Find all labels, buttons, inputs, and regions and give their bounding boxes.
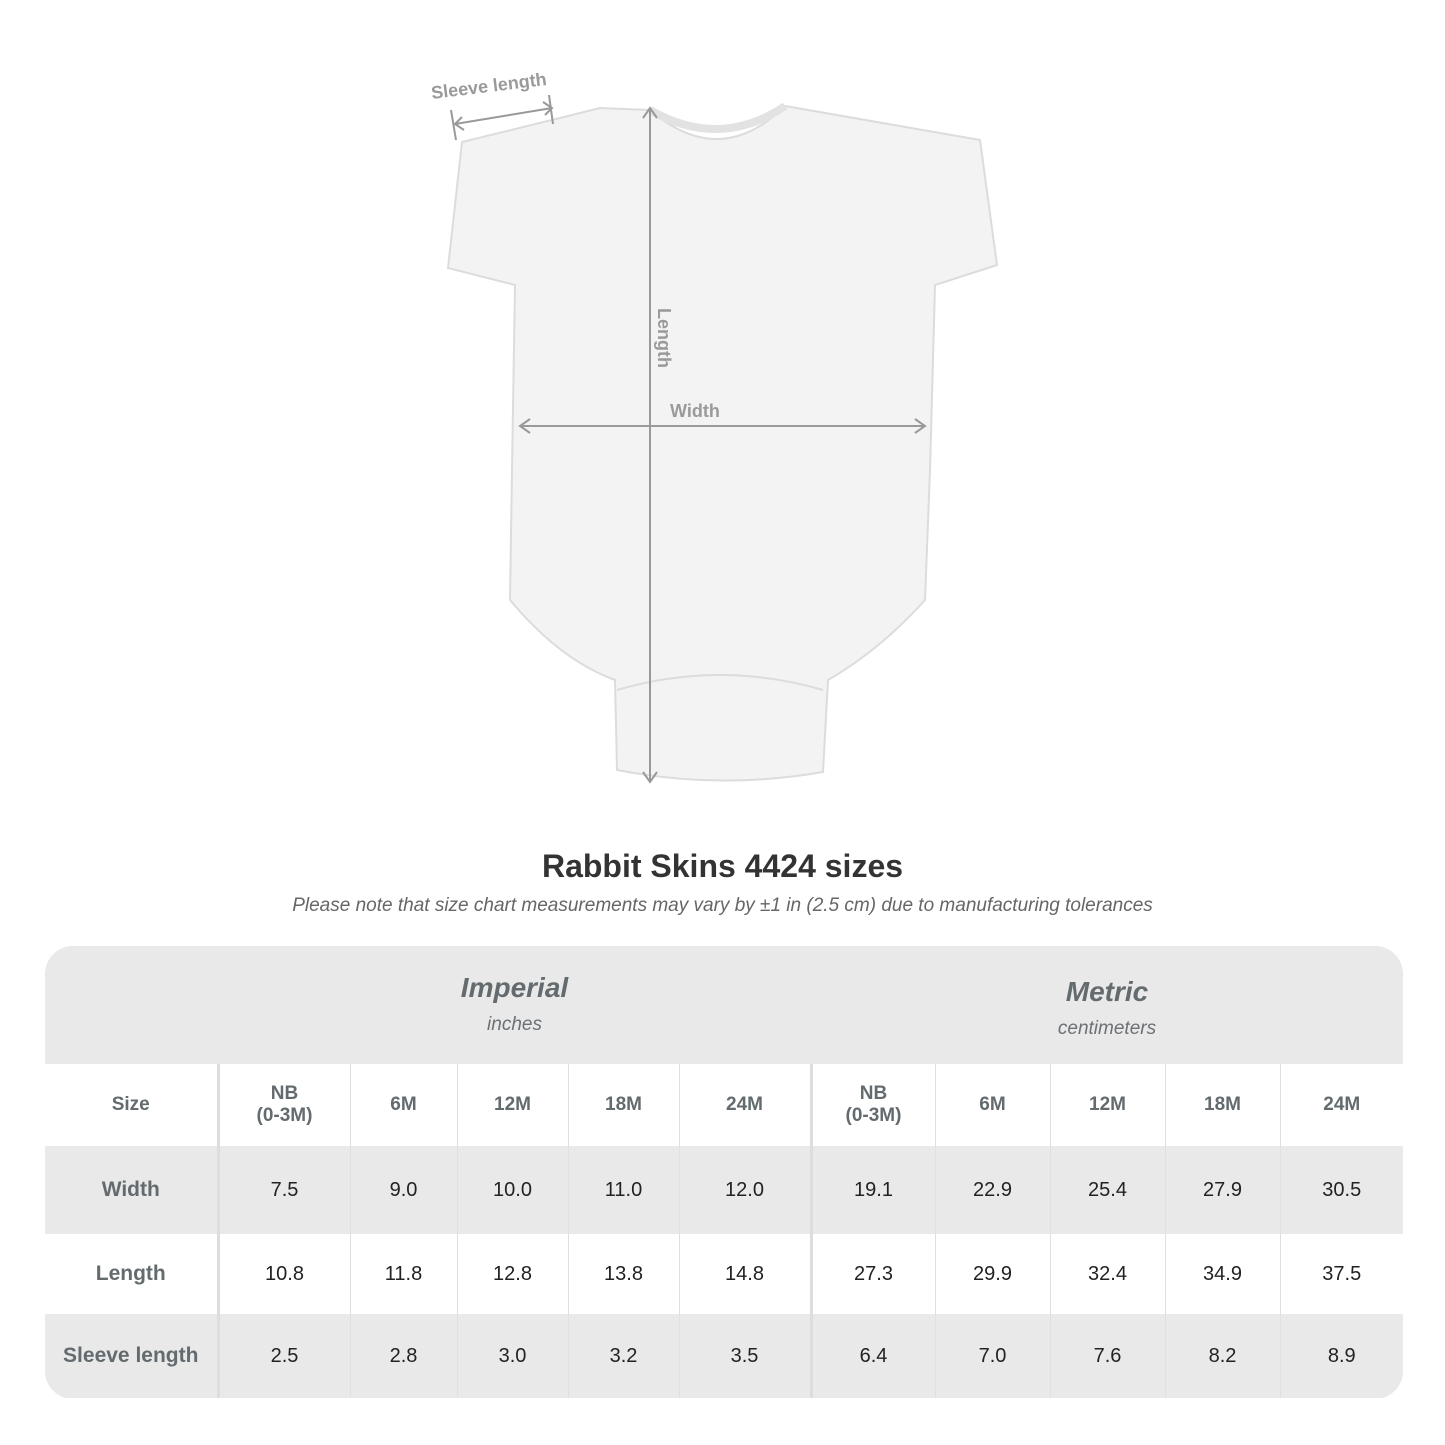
imperial-value: 12.0 bbox=[678, 1146, 811, 1234]
metric-value: 8.2 bbox=[1164, 1314, 1280, 1398]
metric-value: 27.3 bbox=[809, 1234, 935, 1314]
size-grid: Size NB (0-3M) 6M 12M 18M 24M NB (0-3M) 6M 12M 18M 2… bbox=[45, 1064, 1403, 1398]
imperial-size-header: 12M bbox=[456, 1064, 568, 1146]
imperial-value: 3.2 bbox=[567, 1314, 679, 1398]
imperial-value: 7.5 bbox=[217, 1146, 350, 1234]
table-row: Width 7.5 9.0 10.0 11.0 12.0 19.1 22.9 25.4 27.9 3… bbox=[45, 1146, 1403, 1234]
imperial-value: 2.8 bbox=[349, 1314, 457, 1398]
metric-size-header: 6M bbox=[934, 1064, 1050, 1146]
length-label: Length bbox=[654, 308, 674, 368]
metric-unit: centimeters bbox=[1057, 1018, 1157, 1039]
metric-value: 27.9 bbox=[1164, 1146, 1280, 1234]
metric-value: 22.9 bbox=[934, 1146, 1050, 1234]
imperial-value: 9.0 bbox=[349, 1146, 457, 1234]
tolerance-note: Please note that size chart measurements… bbox=[292, 895, 1153, 916]
table-header-band: Imperial inches Metric centimeters bbox=[45, 946, 1403, 1064]
imperial-size-header: 18M bbox=[567, 1064, 679, 1146]
imperial-header: Imperial inches bbox=[218, 946, 811, 1090]
imperial-value: 3.5 bbox=[678, 1314, 811, 1398]
imperial-size-header: NB (0-3M) bbox=[217, 1064, 350, 1146]
onesie-image bbox=[446, 104, 999, 782]
imperial-value: 10.0 bbox=[456, 1146, 568, 1234]
metric-value: 7.6 bbox=[1049, 1314, 1165, 1398]
imperial-value: 3.0 bbox=[456, 1314, 568, 1398]
table-row: Sleeve length 2.5 2.8 3.0 3.2 3.5 6.4 7.0 7.6 8.2… bbox=[45, 1314, 1403, 1398]
imperial-value: 11.0 bbox=[567, 1146, 679, 1234]
imperial-value: 11.8 bbox=[349, 1234, 457, 1314]
imperial-title: Imperial bbox=[460, 972, 569, 1003]
metric-value: 19.1 bbox=[809, 1146, 935, 1234]
size-table: Imperial inches Metric centimeters Size N… bbox=[45, 946, 1403, 1399]
metric-value: 32.4 bbox=[1049, 1234, 1165, 1314]
metric-title: Metric bbox=[1065, 976, 1149, 1007]
onesie-illustration: Sleeve length Length Width bbox=[430, 69, 999, 784]
measure-lines bbox=[450, 94, 927, 784]
metric-value: 37.5 bbox=[1279, 1234, 1403, 1314]
metric-value: 8.9 bbox=[1279, 1314, 1403, 1398]
metric-size-header: 12M bbox=[1049, 1064, 1165, 1146]
imperial-value: 10.8 bbox=[217, 1234, 350, 1314]
row-label: Sleeve length bbox=[45, 1314, 220, 1398]
metric-size-header: 18M bbox=[1164, 1064, 1280, 1146]
metric-size-header: NB (0-3M) bbox=[809, 1064, 935, 1146]
imperial-size-header: 6M bbox=[349, 1064, 457, 1146]
sleeve-length-label: Sleeve length bbox=[430, 69, 548, 103]
table-row: Length 10.8 11.8 12.8 13.8 14.8 27.3 29.9 32.4 34… bbox=[45, 1234, 1403, 1314]
size-header-row: Size NB (0-3M) 6M 12M 18M 24M NB (0-3M) 6M 12M 18M 2… bbox=[45, 1064, 1403, 1146]
imperial-unit: inches bbox=[487, 1014, 542, 1035]
metric-value: 6.4 bbox=[809, 1314, 935, 1398]
metric-size-header: 24M bbox=[1279, 1064, 1403, 1146]
chart-title: Rabbit Skins 4424 sizes bbox=[541, 848, 904, 884]
width-label: Width bbox=[670, 401, 720, 421]
size-label: Size bbox=[45, 1064, 220, 1146]
row-label: Length bbox=[45, 1234, 220, 1314]
imperial-value: 14.8 bbox=[678, 1234, 811, 1314]
imperial-value: 2.5 bbox=[217, 1314, 350, 1398]
metric-value: 34.9 bbox=[1164, 1234, 1280, 1314]
metric-value: 30.5 bbox=[1279, 1146, 1403, 1234]
metric-header: Metric centimeters bbox=[811, 946, 1403, 1094]
imperial-value: 12.8 bbox=[456, 1234, 568, 1314]
metric-value: 25.4 bbox=[1049, 1146, 1165, 1234]
metric-value: 7.0 bbox=[934, 1314, 1050, 1398]
row-label: Width bbox=[45, 1146, 220, 1234]
metric-value: 29.9 bbox=[934, 1234, 1050, 1314]
imperial-size-header: 24M bbox=[678, 1064, 811, 1146]
imperial-value: 13.8 bbox=[567, 1234, 679, 1314]
